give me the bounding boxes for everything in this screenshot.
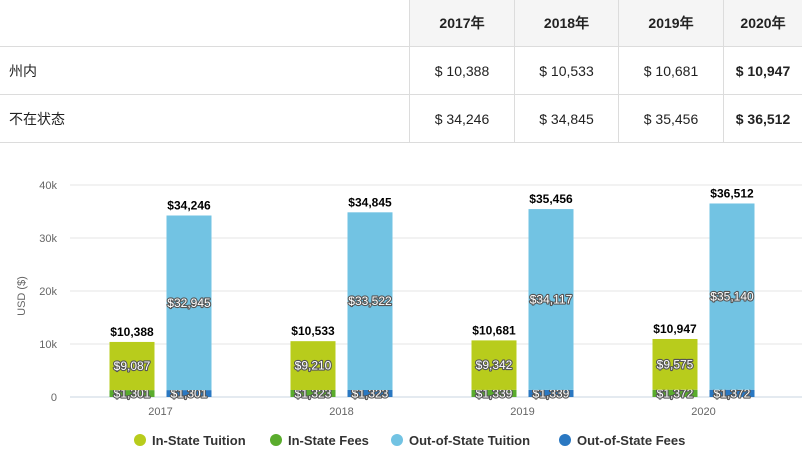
cost-table: 2017年 2018年 2019年 2020年 州内 $ 10,388 $ 10…	[0, 0, 802, 143]
year-header: 2019年	[618, 0, 724, 47]
y-tick-label: 10k	[39, 339, 57, 351]
bar-total-label: $10,388	[110, 325, 154, 339]
cost-cell: $ 10,947	[723, 46, 802, 95]
bar-in-state-tuition	[471, 340, 517, 390]
bar-out-of-state-tuition	[709, 203, 755, 390]
x-tick-label: 2017	[148, 406, 172, 418]
row-label: 不在状态	[0, 94, 410, 143]
bar-total-label: $34,845	[348, 195, 392, 209]
cost-cell: $ 10,681	[618, 46, 724, 95]
cost-cell: $ 35,456	[618, 94, 724, 143]
y-tick-label: 20k	[39, 286, 57, 298]
y-tick-label: 0	[51, 392, 57, 404]
bar-segment-label: $35,140	[710, 290, 754, 304]
bar-segment-label: $32,945	[167, 296, 211, 310]
cost-cell: $ 10,533	[514, 46, 619, 95]
bar-segment-label: $9,087	[114, 359, 151, 373]
x-tick-label: 2019	[510, 406, 534, 418]
bar-in-state-tuition	[290, 341, 336, 390]
legend-swatch	[270, 434, 282, 446]
bar-segment-label: $34,117	[530, 292, 573, 306]
legend-swatch	[391, 434, 403, 446]
x-tick-label: 2018	[329, 406, 353, 418]
bar-segment-label: $9,210	[295, 359, 332, 373]
row-label: 州内	[0, 46, 410, 95]
bar-segment-label: $9,342	[476, 358, 513, 372]
bar-out-of-state-tuition	[528, 209, 574, 390]
bar-in-state-tuition	[109, 341, 155, 391]
bar-out-of-state-fees	[528, 389, 574, 397]
bar-out-of-state-fees	[347, 389, 393, 397]
table-row-in-state: 州内 $ 10,388 $ 10,533 $ 10,681 $ 10,947	[0, 46, 802, 95]
legend-item-label: In-State Fees	[288, 433, 369, 448]
bar-total-label: $36,512	[710, 186, 754, 200]
year-header: 2020年	[723, 0, 802, 47]
bar-in-state-fees	[471, 389, 517, 397]
y-axis-title: USD ($)	[16, 276, 28, 316]
bar-in-state-fees	[109, 390, 155, 397]
legend-item-label: In-State Tuition	[152, 433, 246, 448]
bar-in-state-tuition	[652, 338, 698, 390]
cost-cell: $ 10,388	[409, 46, 515, 95]
bar-total-label: $34,246	[167, 198, 211, 212]
legend-swatch	[559, 434, 571, 446]
cost-cell: $ 36,512	[723, 94, 802, 143]
bar-segment-label: $33,522	[348, 294, 392, 308]
y-tick-label: 40k	[39, 180, 57, 192]
table-header-row: 2017年 2018年 2019年 2020年	[0, 0, 802, 47]
bar-segment-label: $9,575	[657, 357, 694, 371]
y-tick-label: 30k	[39, 233, 57, 245]
year-header: 2017年	[409, 0, 515, 47]
table-corner-cell	[0, 0, 410, 47]
legend-item-label: Out-of-State Fees	[577, 433, 685, 448]
bar-out-of-state-fees	[166, 390, 212, 397]
legend-swatch	[134, 434, 146, 446]
bar-out-of-state-tuition	[166, 215, 212, 391]
year-header: 2018年	[514, 0, 619, 47]
bar-total-label: $35,456	[529, 192, 573, 206]
bar-in-state-fees	[290, 389, 336, 397]
bar-in-state-fees	[652, 389, 698, 397]
cost-cell: $ 34,246	[409, 94, 515, 143]
bar-total-label: $10,681	[472, 323, 516, 337]
legend-item-label: Out-of-State Tuition	[409, 433, 530, 448]
bar-total-label: $10,533	[291, 324, 335, 338]
bar-out-of-state-fees	[709, 389, 755, 397]
bar-total-label: $10,947	[653, 322, 697, 336]
cost-cell: $ 34,845	[514, 94, 619, 143]
x-tick-label: 2020	[691, 406, 715, 418]
table-row-out-of-state: 不在状态 $ 34,246 $ 34,845 $ 35,456 $ 36,512	[0, 94, 802, 143]
bar-out-of-state-tuition	[347, 212, 393, 390]
